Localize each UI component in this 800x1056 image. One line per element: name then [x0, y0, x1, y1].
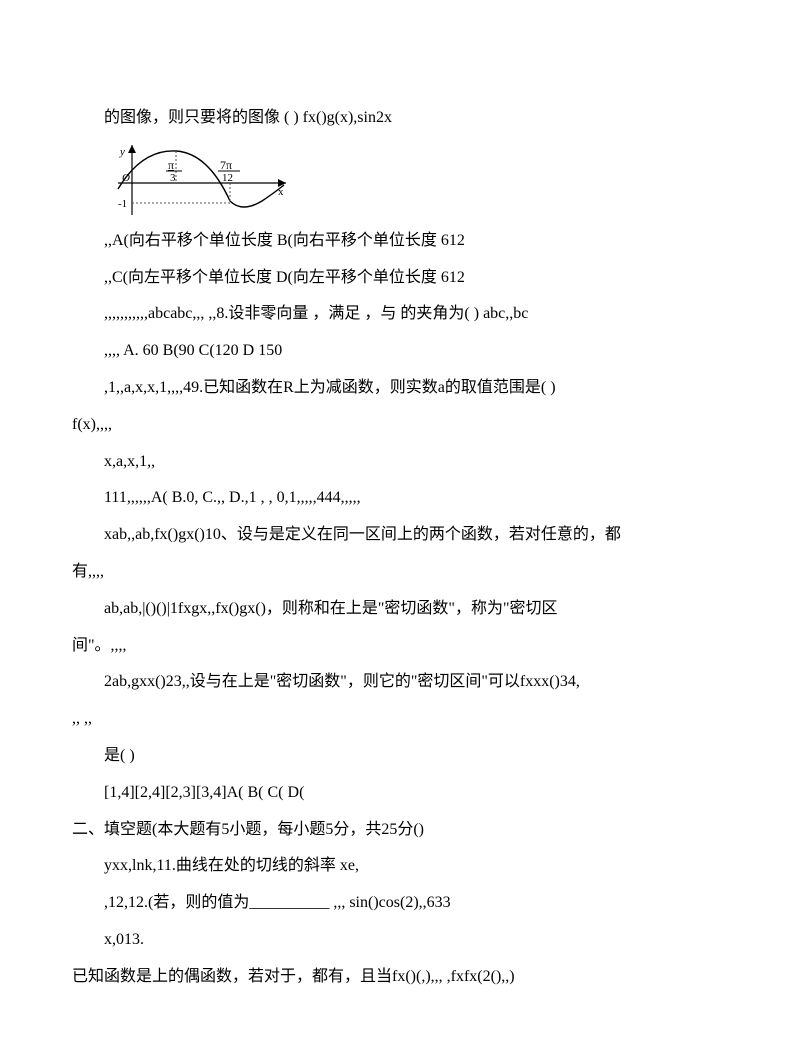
label-origin: O — [122, 172, 130, 184]
text-line-9b: 有,,,, — [72, 554, 728, 591]
text-line-13: [1,4][2,4][2,3][3,4]A( B( C( D( — [72, 775, 728, 812]
text-line-11b: ,, ,, — [72, 701, 728, 738]
text-line-4: ,,,,,,,,,,,abcabc,,, ,,8.设非零向量 ，满足 ，与 的夹… — [72, 296, 728, 333]
label-neg1: -1 — [118, 198, 127, 210]
text-line-10: ab,ab,|()()|1fxgx,,fx()gx()，则称和在上是"密切函数"… — [72, 591, 728, 628]
text-line-11: 2ab,gxx()23,,设与在上是"密切函数"，则它的"密切区间"可以fxxx… — [72, 664, 728, 701]
text-line-17: x,013. — [72, 922, 728, 959]
text-line-3: ,,C(向左平移个单位长度 D(向左平移个单位长度 612 — [72, 260, 728, 297]
text-line-16: ,12,12.(若，则的值为__________ ,,, sin()cos(2)… — [72, 885, 728, 922]
text-line-8: 111,,,,,,A( B.0, C.,, D.,1 , , 0,1,,,,,4… — [72, 480, 728, 517]
graph-bg — [112, 141, 292, 219]
text-line-5: ,,,, A. 60 B(90 C(120 D 150 — [72, 333, 728, 370]
text-line-9: xab,,ab,fx()gx()10、设与是定义在同一区间上的两个函数，若对任意… — [72, 517, 728, 554]
text-line-1: 的图像，则只要将的图像 ( ) fx()g(x),sin2x — [72, 100, 728, 137]
label-y: y — [119, 146, 125, 158]
label-pi3-num: π — [168, 158, 174, 172]
text-line-18: 已知函数是上的偶函数，若对于，都有，且当fx()(,),,, ,fxfx(2()… — [72, 959, 728, 996]
text-line-6b: f(x),,,, — [72, 407, 728, 444]
text-line-6: ,1,,a,x,x,1,,,,49.已知函数在R上为减函数，则实数a的取值范围是… — [72, 370, 728, 407]
text-line-12: 是( ) — [72, 738, 728, 775]
label-7pi12-num: 7π — [220, 158, 232, 172]
text-line-15: yxx,lnk,11.曲线在处的切线的斜率 xe, — [72, 848, 728, 885]
text-line-10b: 间"。,,,, — [72, 628, 728, 665]
sine-graph: π 3 7π 12 O -1 x y — [112, 141, 292, 219]
section-2-heading: 二、填空题(本大题有5小题，每小题5分，共25分() — [72, 812, 728, 849]
label-pi3-den: 3 — [170, 172, 176, 184]
label-x: x — [278, 186, 284, 198]
label-7pi12-den: 12 — [222, 172, 233, 184]
text-line-7: x,a,x,1,, — [72, 444, 728, 481]
text-line-2: ,,A(向右平移个单位长度 B(向右平移个单位长度 612 — [72, 223, 728, 260]
